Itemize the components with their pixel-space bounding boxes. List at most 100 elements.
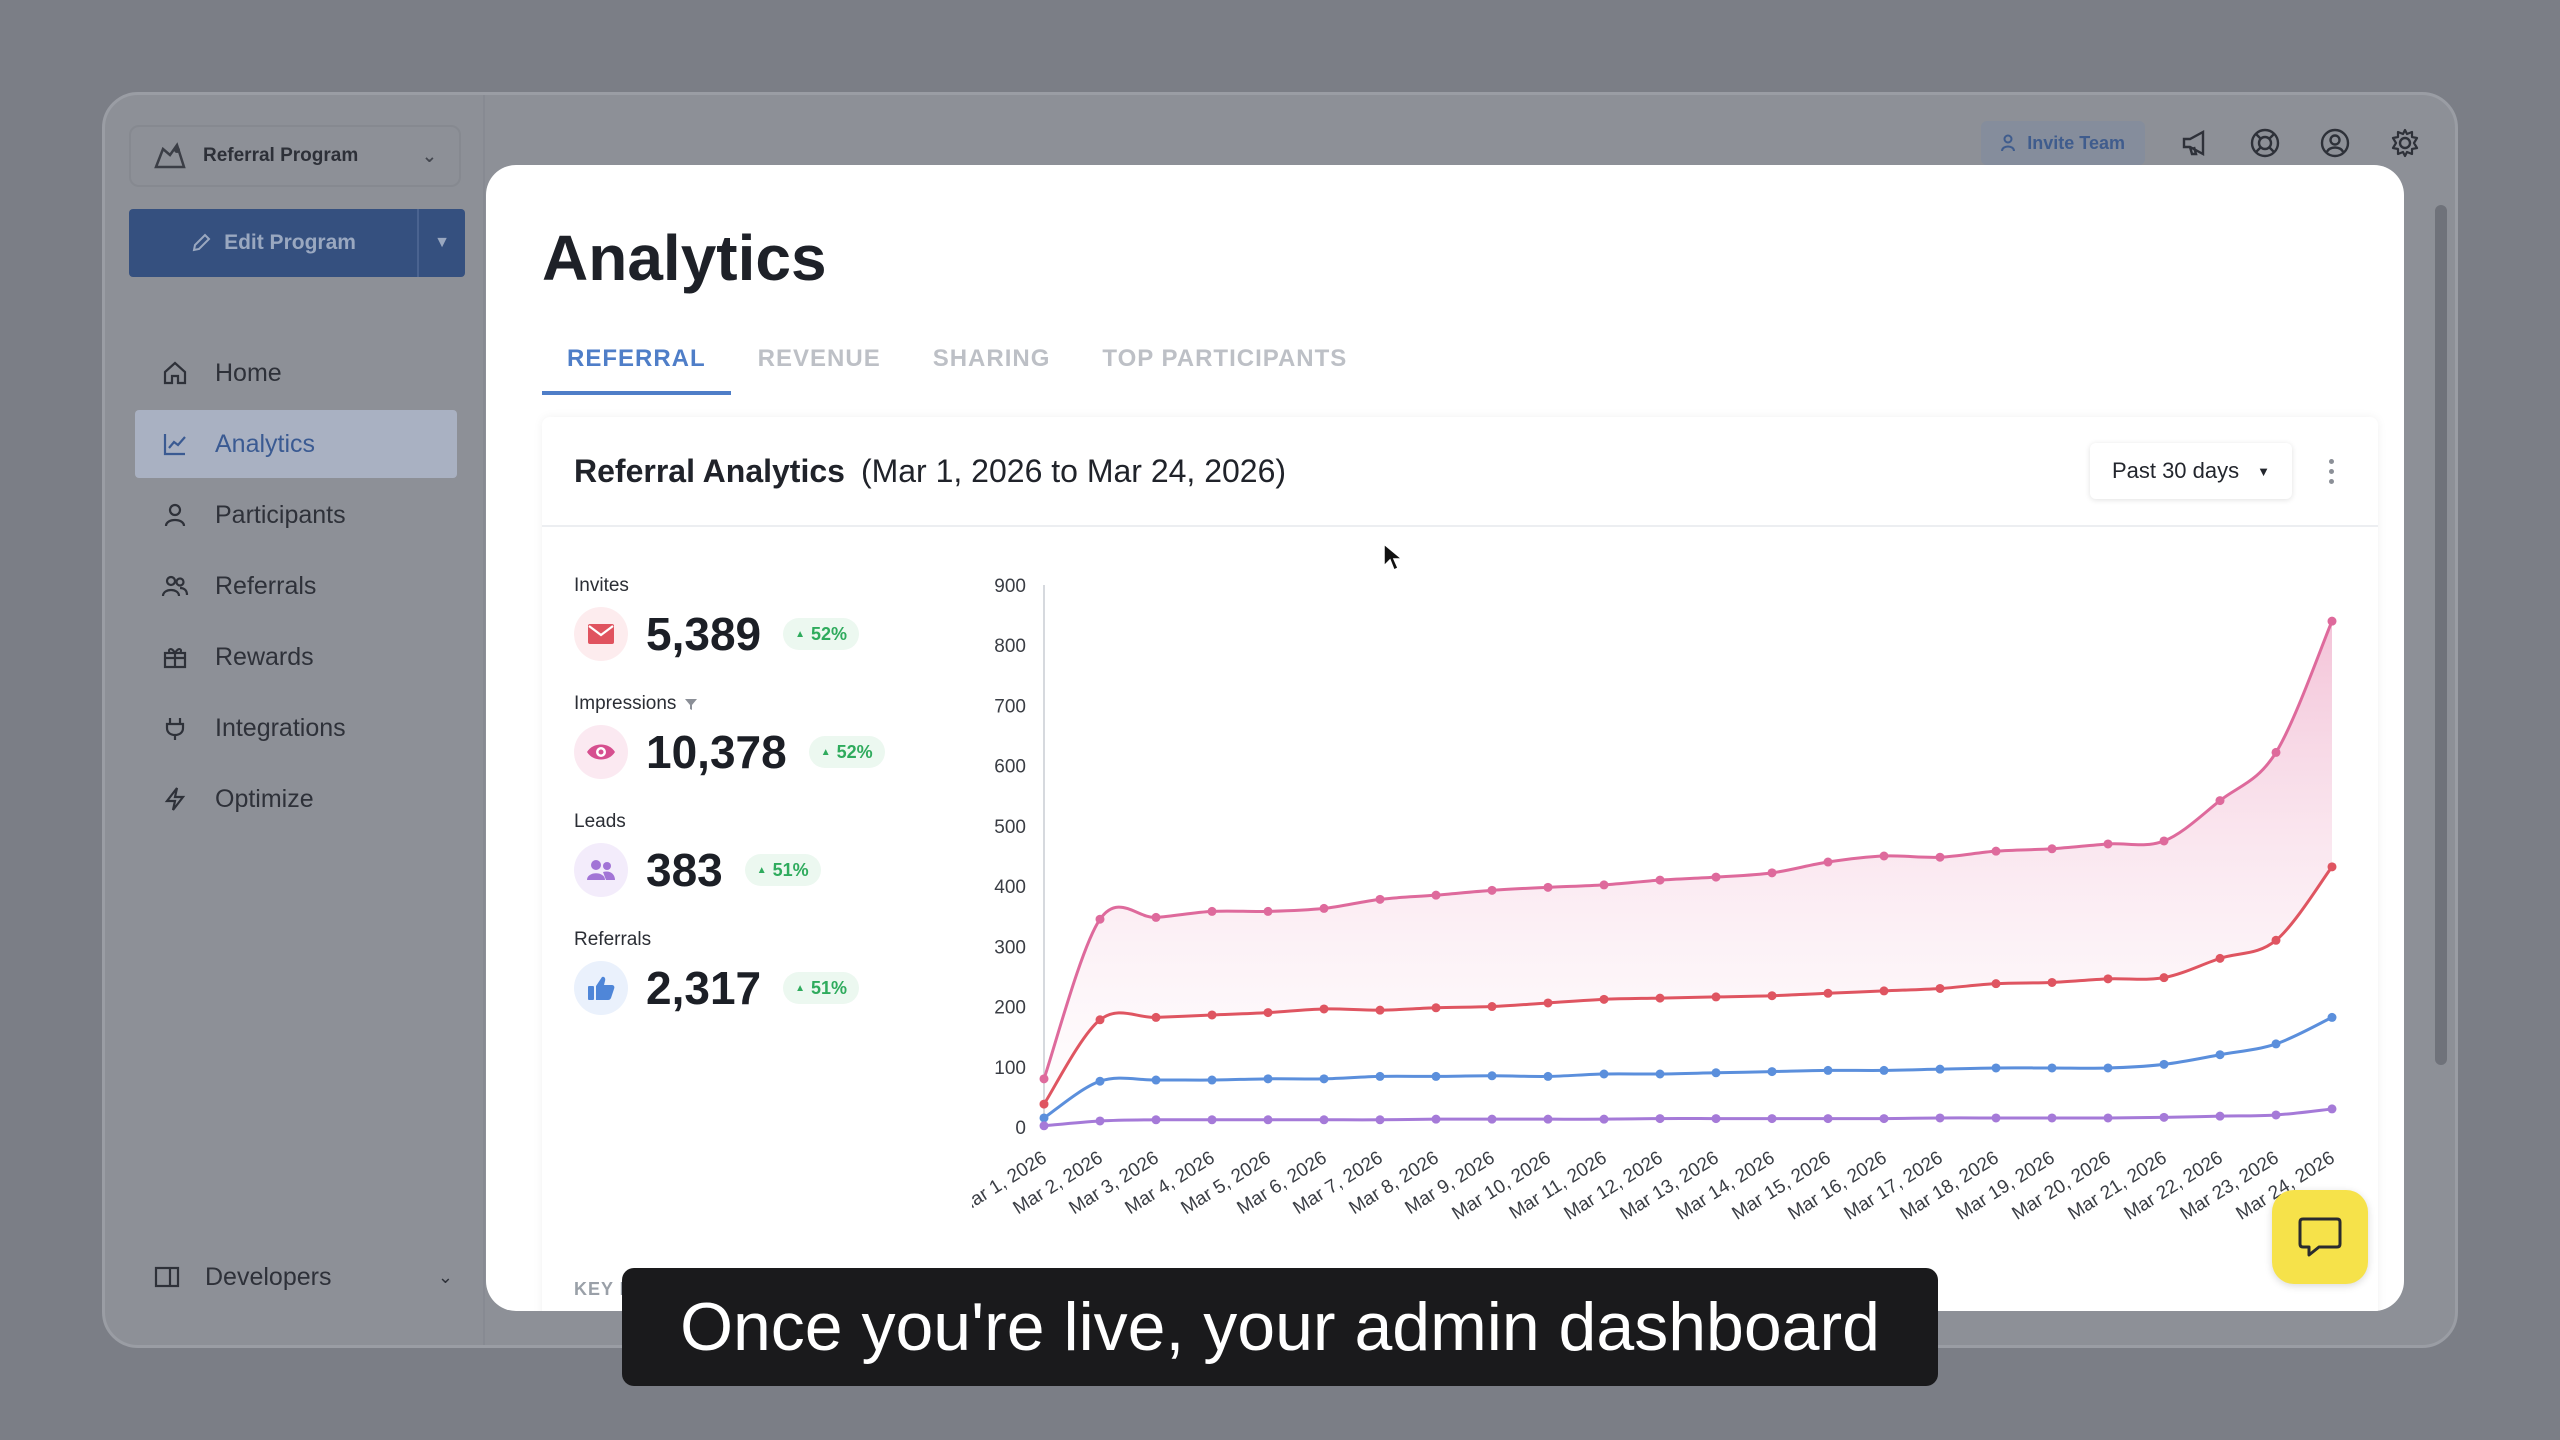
data-point-invites bbox=[1263, 1008, 1273, 1018]
metric-label-text: Leads bbox=[574, 811, 626, 832]
metric-value: 2,317 bbox=[646, 962, 762, 1014]
data-point-impressions bbox=[2215, 796, 2225, 806]
data-point-invites bbox=[1207, 1010, 1217, 1020]
account-icon[interactable] bbox=[2315, 123, 2355, 163]
data-point-invites bbox=[1935, 983, 1945, 993]
chevron-down-icon: ⌄ bbox=[421, 145, 437, 166]
data-point-referrals bbox=[1879, 1065, 1889, 1075]
metric-row: 2,317 ▲ 51% bbox=[574, 961, 885, 1015]
data-point-invites bbox=[1319, 1004, 1329, 1014]
data-point-leads bbox=[1095, 1116, 1105, 1126]
data-point-impressions bbox=[2047, 844, 2057, 854]
sidebar-item-home[interactable]: Home bbox=[135, 339, 457, 407]
data-point-invites bbox=[1767, 991, 1777, 1001]
data-point-leads bbox=[1319, 1115, 1329, 1125]
sidebar-item-integrations[interactable]: Integrations bbox=[135, 694, 457, 762]
change-value: 51% bbox=[811, 977, 848, 998]
sidebar-item-label: Referrals bbox=[215, 571, 317, 600]
data-point-referrals bbox=[1655, 1069, 1665, 1079]
program-logo-icon bbox=[154, 142, 186, 169]
thumbs-up-icon bbox=[574, 961, 628, 1015]
data-point-invites bbox=[1543, 998, 1553, 1008]
plug-icon bbox=[165, 718, 185, 740]
data-point-leads bbox=[1655, 1114, 1665, 1124]
sidebar-item-label: Rewards bbox=[215, 642, 314, 671]
sidebar-item-label: Analytics bbox=[215, 429, 316, 458]
data-point-referrals bbox=[1263, 1074, 1273, 1084]
sidebar-item-optimize[interactable]: Optimize bbox=[135, 765, 457, 833]
data-point-impressions bbox=[2327, 616, 2337, 626]
metric-label-text: Referrals bbox=[574, 929, 652, 950]
data-point-impressions bbox=[1711, 872, 1721, 882]
developers-menu[interactable]: Developers ⌄ bbox=[153, 1249, 453, 1305]
triangle-up-icon: ▲ bbox=[795, 628, 806, 640]
change-value: 52% bbox=[836, 741, 873, 762]
tab-referral[interactable]: REFERRAL bbox=[542, 335, 731, 395]
sidebar-item-participants[interactable]: Participants bbox=[135, 481, 457, 549]
chart-line-icon bbox=[163, 434, 186, 456]
data-point-leads bbox=[1767, 1114, 1777, 1124]
data-point-invites bbox=[1711, 992, 1721, 1002]
data-point-impressions bbox=[1207, 906, 1217, 916]
data-point-referrals bbox=[1039, 1113, 1049, 1123]
filter-icon[interactable] bbox=[684, 697, 698, 711]
lifebuoy-icon[interactable] bbox=[2245, 123, 2285, 163]
data-point-leads bbox=[1879, 1114, 1889, 1124]
more-options-icon[interactable] bbox=[2316, 458, 2346, 484]
period-select-value: Past 30 days bbox=[2111, 458, 2240, 483]
data-point-impressions bbox=[1935, 852, 1945, 862]
data-point-impressions bbox=[1543, 882, 1553, 892]
sidebar-item-label: Participants bbox=[215, 500, 346, 529]
data-point-impressions bbox=[1487, 885, 1497, 895]
change-badge: ▲ 51% bbox=[783, 972, 860, 1004]
sidebar-item-analytics[interactable]: Analytics bbox=[135, 410, 457, 478]
sidebar-item-rewards[interactable]: Rewards bbox=[135, 623, 457, 691]
change-value: 52% bbox=[811, 623, 848, 644]
gear-icon[interactable] bbox=[2385, 123, 2425, 163]
metrics-list: Invites 5,389 ▲ 52% Impressions bbox=[574, 575, 885, 1047]
data-point-impressions bbox=[1823, 857, 1833, 867]
caret-down-icon: ▼ bbox=[2257, 463, 2270, 479]
bolt-icon bbox=[164, 787, 186, 811]
home-icon bbox=[163, 361, 187, 385]
data-point-leads bbox=[1487, 1114, 1497, 1124]
data-point-referrals bbox=[1599, 1069, 1609, 1079]
data-point-invites bbox=[2103, 974, 2113, 984]
help-chat-button[interactable] bbox=[2272, 1190, 2368, 1284]
data-point-impressions bbox=[2271, 747, 2281, 757]
metric-impressions: Impressions 10,378 ▲ 52% bbox=[574, 693, 885, 811]
data-point-invites bbox=[2159, 973, 2169, 983]
megaphone-icon[interactable] bbox=[2175, 123, 2215, 163]
tab-top-participants[interactable]: TOP PARTICIPANTS bbox=[1102, 345, 1348, 372]
data-point-invites bbox=[1655, 993, 1665, 1003]
data-point-referrals bbox=[1767, 1067, 1777, 1077]
card-title: Referral Analytics bbox=[574, 452, 845, 489]
data-point-leads bbox=[1711, 1114, 1721, 1124]
users-icon bbox=[574, 843, 628, 897]
program-selector[interactable]: Referral Program ⌄ bbox=[129, 125, 461, 187]
edit-program-button[interactable]: Edit Program bbox=[129, 209, 417, 277]
developers-label: Developers bbox=[205, 1262, 332, 1291]
data-point-impressions bbox=[1991, 846, 2001, 856]
tab-sharing[interactable]: SHARING bbox=[932, 345, 1051, 372]
period-select[interactable]: Past 30 days ▼ bbox=[2090, 443, 2292, 499]
metric-row: 10,378 ▲ 52% bbox=[574, 725, 885, 779]
card-date-range: (Mar 1, 2026 to Mar 24, 2026) bbox=[860, 452, 1287, 489]
edit-program-label: Edit Program bbox=[224, 231, 356, 254]
caret-down-icon: ▼ bbox=[434, 234, 450, 251]
y-tick-label: 800 bbox=[994, 636, 1026, 657]
edit-program-dropdown[interactable]: ▼ bbox=[417, 209, 465, 277]
card-header: Referral Analytics (Mar 1, 2026 to Mar 2… bbox=[542, 417, 2378, 527]
metric-label: Referrals bbox=[574, 929, 885, 951]
data-point-invites bbox=[2271, 935, 2281, 945]
metric-label: Leads bbox=[574, 811, 885, 833]
metric-row: 5,389 ▲ 52% bbox=[574, 607, 885, 661]
data-point-leads bbox=[1543, 1114, 1553, 1124]
tab-revenue[interactable]: REVENUE bbox=[757, 345, 881, 372]
page-scrollbar[interactable] bbox=[2435, 205, 2447, 1065]
analytics-modal: Analytics REFERRAL REVENUE SHARING TOP P… bbox=[486, 165, 2404, 1311]
sidebar-item-referrals[interactable]: Referrals bbox=[135, 552, 457, 620]
data-point-invites bbox=[1431, 1003, 1441, 1013]
invite-team-button[interactable]: Invite Team bbox=[1981, 121, 2145, 165]
